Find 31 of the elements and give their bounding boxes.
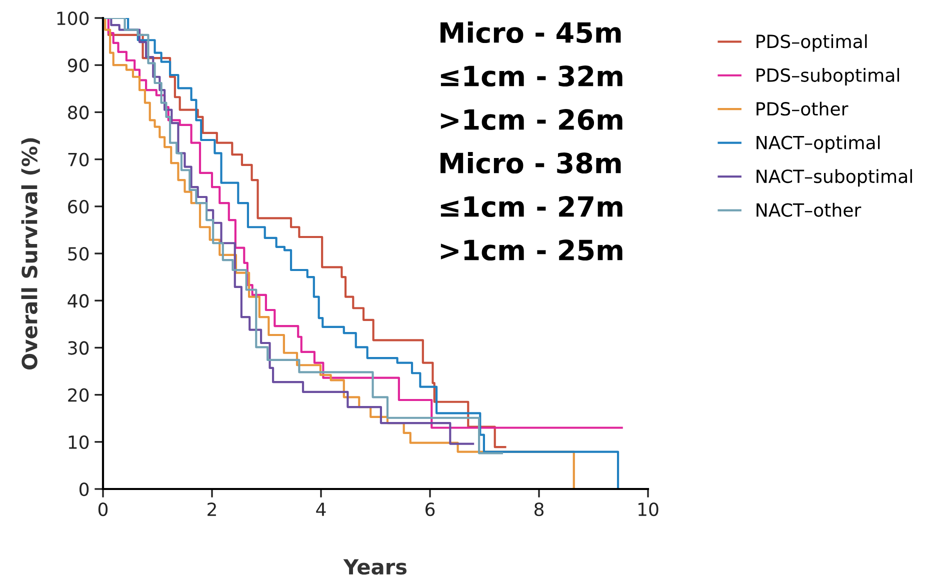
legend-label: PDS–optimal xyxy=(756,34,867,52)
annotation: Micro - 38m xyxy=(440,152,621,174)
x-tick-label: 0 xyxy=(98,502,108,516)
legend-label: PDS–suboptimal xyxy=(756,68,900,86)
annotation: ≤1cm - 32m xyxy=(440,66,622,87)
legend-label: NACT–other xyxy=(756,202,862,217)
x-tick-label: 4 xyxy=(316,502,326,516)
annotation: Micro - 45m xyxy=(440,22,621,44)
y-tick-label: 100 xyxy=(57,11,89,26)
y-tick-label: 80 xyxy=(68,106,89,120)
y-tick-label: 30 xyxy=(68,341,89,355)
y-tick-label: 10 xyxy=(68,435,89,450)
y-tick-label: 0 xyxy=(80,482,89,496)
y-axis-title: Overall Survival (%) xyxy=(21,138,40,370)
legend-label: PDS–other xyxy=(756,102,848,116)
x-tick-label: 2 xyxy=(208,502,216,516)
legend-label: NACT–suboptimal xyxy=(756,169,912,187)
annotation: ≤1cm - 27m xyxy=(440,196,622,218)
x-tick-label: 6 xyxy=(426,502,435,516)
annotation: >1cm - 26m xyxy=(440,109,622,130)
y-tick-label: 90 xyxy=(68,58,89,72)
y-tick-label: 50 xyxy=(68,246,89,261)
legend-label: NACT–optimal xyxy=(756,135,880,153)
x-tick-label: 8 xyxy=(534,502,544,516)
annotation: >1cm - 25m xyxy=(440,240,622,261)
y-tick-label: 70 xyxy=(68,152,89,166)
y-tick-label: 60 xyxy=(68,200,89,214)
y-tick-label: 20 xyxy=(68,388,89,402)
x-axis-title: Years xyxy=(343,559,407,575)
y-tick-label: 40 xyxy=(68,294,89,308)
x-tick-label: 10 xyxy=(638,502,658,516)
